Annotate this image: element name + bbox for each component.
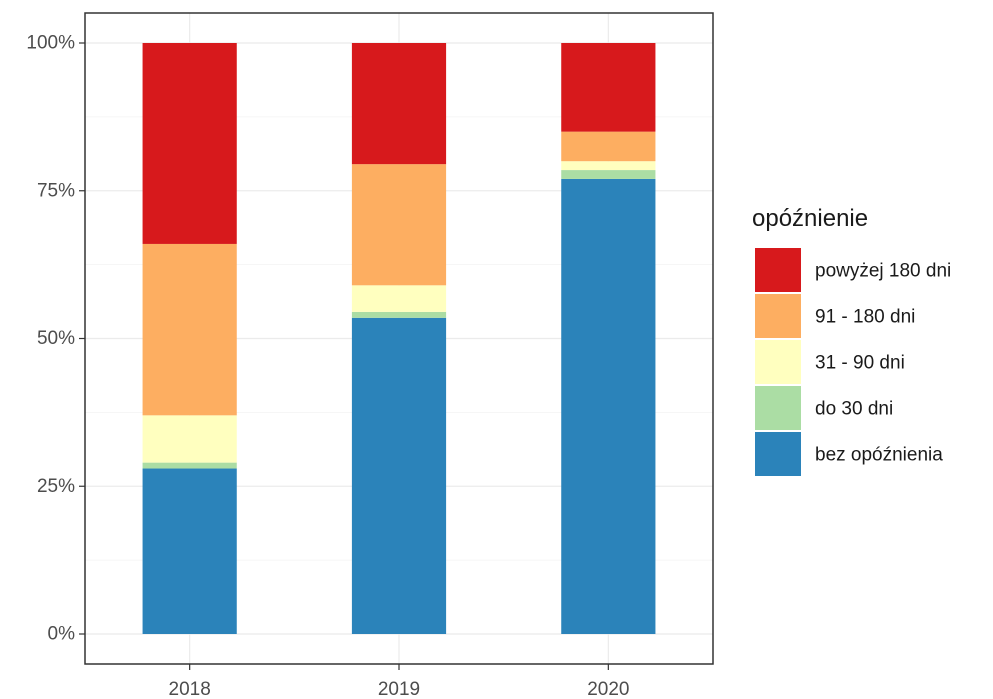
x-tick-label: 2019: [378, 679, 420, 699]
bar-segment: [351, 43, 447, 165]
y-tick-label: 50%: [37, 328, 75, 349]
bar-segment: [142, 462, 237, 469]
y-tick-label: 75%: [37, 180, 75, 201]
legend-key: [755, 432, 801, 476]
legend-key: [755, 340, 801, 384]
legend-label: bez opóźnienia: [815, 445, 943, 466]
legend-label: powyżej 180 dni: [815, 261, 951, 282]
bar-segment: [142, 415, 237, 463]
y-tick-label: 0%: [48, 624, 76, 645]
y-axis: 0% 25% 50% 75% 100%: [26, 33, 85, 645]
bars: [142, 43, 656, 634]
legend-key: [755, 248, 801, 292]
x-tick-label: 2020: [587, 679, 629, 699]
bar-segment: [351, 285, 447, 312]
x-axis: 2018 2019 2020: [169, 664, 629, 699]
legend-title: opóźnienie: [752, 205, 868, 232]
bar-segment: [142, 243, 237, 416]
x-tick-label: 2018: [169, 679, 211, 699]
bar-segment: [142, 468, 237, 634]
legend-key: [755, 294, 801, 338]
bar-segment: [561, 170, 656, 179]
y-tick-label: 25%: [37, 476, 75, 497]
legend-label: 91 - 180 dni: [815, 307, 915, 328]
y-tick-label: 100%: [26, 33, 75, 54]
legend-label: do 30 dni: [815, 399, 893, 420]
bar-segment: [351, 311, 447, 318]
bar-segment: [561, 131, 656, 162]
bar-segment: [351, 164, 447, 286]
bar-segment: [142, 43, 237, 244]
bar-segment: [561, 161, 656, 171]
legend: opóźnienie powyżej 180 dni 91 - 180 dni 31…: [752, 205, 951, 476]
bar-segment: [351, 317, 447, 634]
legend-key: [755, 386, 801, 430]
legend-label: 31 - 90 dni: [815, 353, 905, 374]
bar-segment: [561, 43, 656, 132]
bar-segment: [561, 178, 656, 634]
